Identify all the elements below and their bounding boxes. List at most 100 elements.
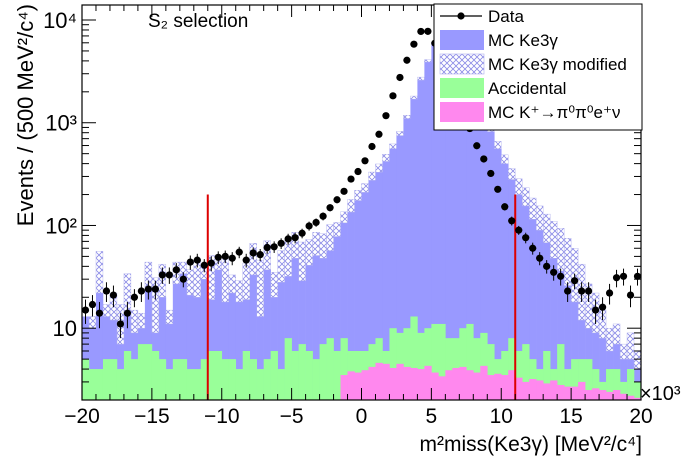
kpipienu-bar <box>452 367 460 400</box>
data-point <box>242 256 250 264</box>
legend-label-accidental: Accidental <box>488 79 566 98</box>
data-point <box>424 27 432 35</box>
kpipienu-bar <box>361 370 369 400</box>
data-point <box>508 217 516 225</box>
data-point <box>361 157 369 165</box>
accidental-bar <box>543 350 551 400</box>
accidental-bar <box>592 369 600 400</box>
legend-swatch-mc_mod <box>439 53 485 75</box>
mc-modified-bar <box>88 316 97 329</box>
accidental-bar <box>305 350 313 400</box>
data-point <box>277 239 285 247</box>
data-series <box>81 27 642 339</box>
mc-ke3g-bar <box>207 299 216 400</box>
x-tick-label: −20 <box>64 405 100 428</box>
data-point <box>626 291 635 299</box>
mc-ke3g-bar <box>200 279 209 400</box>
mc-modified-bar <box>556 228 565 272</box>
kpipienu-bar <box>424 365 432 400</box>
data-point <box>571 277 579 285</box>
mc-ke3g-bar <box>298 280 306 400</box>
kpipienu-bar <box>368 366 376 400</box>
accidental-bar <box>298 344 306 400</box>
mc-modified-bar <box>563 238 572 286</box>
accidental-bar <box>424 328 432 400</box>
data-point <box>347 175 355 183</box>
mc-ke3g-bar <box>445 33 453 400</box>
legend-data-marker <box>457 12 465 20</box>
mc-modified-bar <box>137 312 146 329</box>
mc-modified-bar <box>228 274 236 294</box>
mc-modified-bar <box>151 277 160 334</box>
mc-modified-bar <box>235 280 243 303</box>
mc-modified-bar <box>633 350 642 370</box>
mc-modified-bar <box>256 259 264 317</box>
x-axis-title: m²miss(Ke3γ) [MeV²/c⁴] <box>419 433 642 456</box>
data-point <box>410 40 418 48</box>
data-point <box>130 293 139 301</box>
kpipienu-bar <box>522 381 530 400</box>
accidental-bar <box>515 350 523 400</box>
kpipienu-bar <box>382 363 390 400</box>
mc-ke3g-bar <box>361 192 369 400</box>
data-point <box>389 92 397 100</box>
data-point <box>102 287 111 295</box>
mc-modified-bar <box>298 241 306 281</box>
mc-modified-bar <box>403 115 411 119</box>
kpipienu-bar <box>536 380 544 400</box>
accidental-bar <box>165 369 174 400</box>
mc-modified-bar <box>305 239 313 266</box>
mc-ke3g-bar <box>88 328 97 400</box>
accidental-bar <box>613 369 621 400</box>
kpipienu-bar <box>431 372 439 400</box>
mc-ke3g-bar <box>501 163 509 400</box>
data-point <box>116 320 125 328</box>
mc-ke3g-bar <box>277 282 285 400</box>
data-point <box>354 167 362 176</box>
mc-ke3g-bar <box>242 299 250 400</box>
x-tick-label: 5 <box>426 405 438 428</box>
kpipienu-bar <box>438 376 446 400</box>
kpipienu-bar <box>480 365 488 400</box>
accidental-bar <box>438 323 446 400</box>
mc-ke3g-bar <box>494 148 502 400</box>
mc-ke3g-bar <box>557 271 565 400</box>
data-point <box>340 187 348 195</box>
mc-ke3g-bar <box>319 258 327 400</box>
data-point <box>591 306 600 314</box>
legend-swatch-mc_ke3g <box>440 30 484 50</box>
x-tick-label: 10 <box>490 405 513 428</box>
accidental-bar <box>459 328 467 400</box>
data-point <box>543 262 551 270</box>
mc-modified-bar <box>529 197 537 220</box>
mc-ke3g-bar <box>515 194 523 400</box>
x-tick-label: 15 <box>559 405 582 428</box>
mc-ke3g-bar <box>536 230 544 400</box>
mc-ke3g-bar <box>193 297 202 400</box>
mc-modified-bar <box>542 213 551 243</box>
selection-annotation: S₂ selection <box>148 11 248 32</box>
mc-modified-bar <box>522 187 530 207</box>
accidental-bar <box>242 350 250 400</box>
data-point <box>515 226 523 234</box>
kpipienu-bar <box>354 372 362 400</box>
mc-modified-bar <box>354 190 362 201</box>
x-tick-label: −5 <box>280 405 304 428</box>
mc-modified-bar <box>165 309 174 325</box>
accidental-bar <box>410 316 418 400</box>
data-point <box>557 272 565 280</box>
kpipienu-bar <box>613 390 621 400</box>
mc-ke3g-bar <box>263 269 271 400</box>
accidental-bar <box>172 359 181 400</box>
mc-ke3g-bar <box>270 297 278 400</box>
mc-modified-bar <box>501 154 509 164</box>
accidental-bar <box>627 369 635 400</box>
mc-ke3g-bar <box>340 222 348 400</box>
data-point <box>186 258 194 266</box>
mc-ke3g-bar <box>249 274 257 400</box>
mc-modified-bar <box>347 199 355 213</box>
mc-modified-bar <box>221 258 229 303</box>
accidental-bar <box>186 369 195 400</box>
data-point <box>633 272 642 280</box>
mc-modified-bar <box>326 224 334 251</box>
